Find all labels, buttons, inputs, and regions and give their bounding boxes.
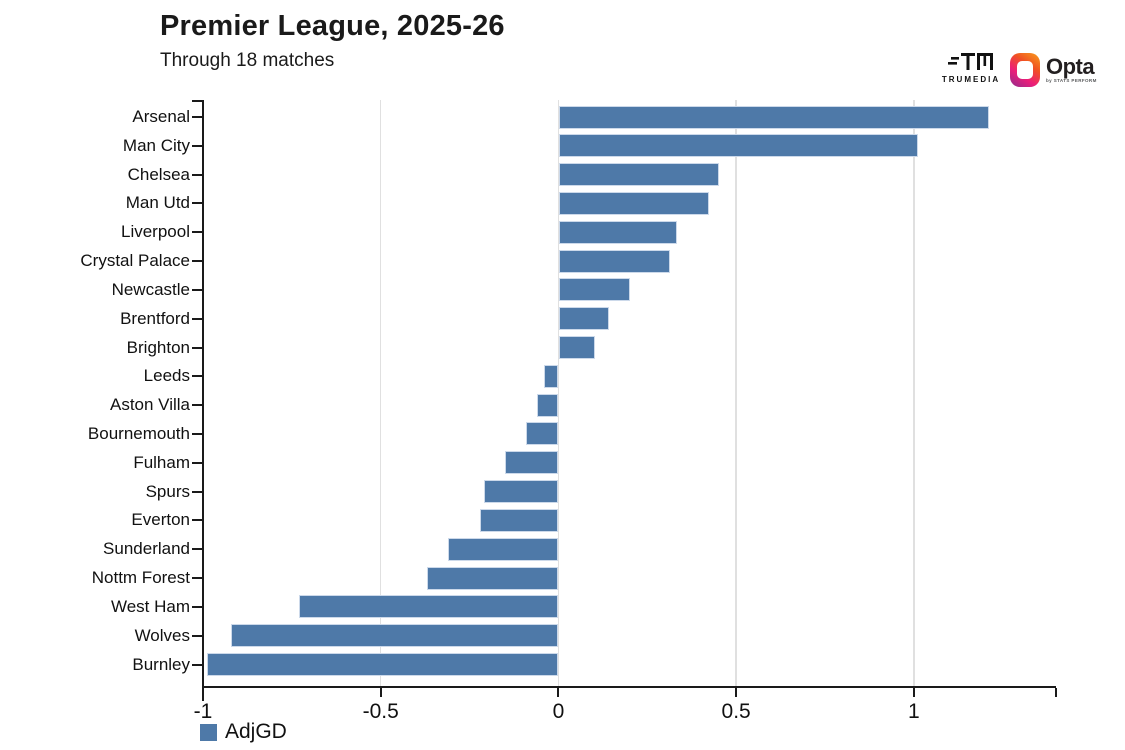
opta-o-icon bbox=[1010, 53, 1040, 87]
bar-man-city[interactable] bbox=[559, 134, 919, 158]
opta-logo: Opta by STATS PERFORM bbox=[1010, 53, 1097, 87]
legend-swatch bbox=[200, 723, 217, 741]
x-axis-tick-label: -1 bbox=[193, 700, 213, 723]
bar-arsenal[interactable] bbox=[559, 105, 990, 129]
bar-aston-villa[interactable] bbox=[537, 393, 559, 417]
y-axis-tick bbox=[192, 461, 203, 464]
y-axis-tick bbox=[192, 202, 203, 205]
bar-brighton[interactable] bbox=[559, 336, 595, 360]
chart-subtitle: Through 18 matches bbox=[160, 50, 335, 71]
bar-sunderland[interactable] bbox=[448, 537, 559, 561]
x-axis-line bbox=[203, 686, 1056, 688]
x-axis-tick bbox=[379, 688, 382, 697]
gridline bbox=[735, 100, 737, 686]
bar-liverpool[interactable] bbox=[559, 220, 677, 244]
chart-title: Premier League, 2025-26 bbox=[160, 10, 505, 42]
bar-bournemouth[interactable] bbox=[526, 422, 559, 446]
team-label: Chelsea bbox=[127, 164, 190, 184]
x-axis-tick bbox=[202, 688, 204, 697]
team-label: Everton bbox=[131, 510, 190, 530]
opta-sublabel: by STATS PERFORM bbox=[1046, 78, 1097, 84]
team-label: Sunderland bbox=[103, 539, 190, 559]
x-axis-tick bbox=[912, 688, 915, 697]
y-axis-tick bbox=[192, 548, 203, 551]
bar-brentford[interactable] bbox=[559, 307, 610, 331]
bar-man-utd[interactable] bbox=[559, 191, 709, 215]
y-axis-tick bbox=[192, 260, 203, 263]
team-label: Leeds bbox=[143, 366, 190, 386]
team-label: Arsenal bbox=[132, 107, 190, 126]
team-label: Crystal Palace bbox=[80, 251, 190, 271]
gridline bbox=[379, 100, 382, 686]
team-label: Burnley bbox=[132, 654, 190, 674]
gridline bbox=[913, 100, 915, 686]
x-axis-tick bbox=[1055, 688, 1057, 697]
y-axis-tick bbox=[192, 346, 203, 349]
y-axis-tick bbox=[192, 173, 203, 176]
team-label: Bournemouth bbox=[87, 423, 190, 443]
team-label: Spurs bbox=[145, 481, 190, 501]
y-axis-tick bbox=[192, 144, 203, 147]
team-label: Man City bbox=[122, 135, 190, 155]
trumedia-logo: TRUMEDIA bbox=[938, 53, 1004, 84]
x-axis-tick-label: 0.5 bbox=[721, 700, 751, 723]
opta-name: Opta bbox=[1046, 54, 1095, 80]
y-axis-tick bbox=[192, 519, 203, 522]
team-label: West Ham bbox=[110, 596, 190, 616]
y-axis-tick bbox=[192, 116, 203, 118]
bar-everton[interactable] bbox=[480, 508, 559, 532]
team-label: Man Utd bbox=[125, 193, 190, 213]
x-axis-tick-label: -0.5 bbox=[362, 700, 399, 723]
y-axis-tick bbox=[192, 634, 203, 637]
plot-area: -1 -0.5 0 0.5 1 Arsenal Man City Chelsea Man Utd… bbox=[80, 100, 1057, 723]
bar-newcastle[interactable] bbox=[559, 278, 631, 302]
y-axis-tick bbox=[192, 375, 203, 378]
y-axis-tick bbox=[192, 663, 203, 666]
bar-spurs[interactable] bbox=[483, 480, 559, 504]
team-label: Brighton bbox=[126, 337, 190, 357]
x-axis-tick bbox=[735, 688, 738, 697]
y-axis-tick bbox=[192, 231, 203, 234]
team-label: Aston Villa bbox=[109, 395, 190, 415]
y-axis-tick bbox=[192, 404, 203, 407]
bar-burnley[interactable] bbox=[206, 653, 559, 676]
y-axis-tick bbox=[192, 577, 203, 580]
bar-nottm-forest[interactable] bbox=[426, 566, 559, 590]
team-label: Nottm Forest bbox=[91, 568, 190, 588]
bar-fulham[interactable] bbox=[505, 451, 559, 475]
team-label: Liverpool bbox=[121, 222, 190, 242]
bar-chelsea[interactable] bbox=[559, 163, 720, 187]
team-label: Newcastle bbox=[111, 279, 190, 299]
gridline bbox=[557, 100, 560, 686]
y-axis-tick bbox=[192, 432, 203, 435]
x-axis-tick bbox=[557, 688, 560, 697]
y-axis-tick bbox=[192, 490, 203, 493]
y-axis-tick bbox=[192, 317, 203, 320]
bar-wolves[interactable] bbox=[231, 624, 559, 648]
trumedia-label: TRUMEDIA bbox=[941, 75, 1001, 84]
team-label: Brentford bbox=[120, 308, 190, 328]
y-axis-line bbox=[202, 100, 204, 701]
y-axis-top-cap bbox=[192, 100, 203, 102]
legend[interactable]: AdjGD bbox=[200, 720, 287, 744]
x-axis-tick-label: 0 bbox=[552, 700, 565, 723]
bar-crystal-palace[interactable] bbox=[559, 249, 670, 273]
y-axis-tick bbox=[192, 288, 203, 291]
bar-leeds[interactable] bbox=[544, 364, 559, 388]
team-label: Wolves bbox=[134, 625, 190, 645]
x-axis-tick-label: 1 bbox=[907, 700, 920, 723]
bar-west-ham[interactable] bbox=[298, 595, 559, 619]
y-axis-tick bbox=[192, 605, 203, 608]
trumedia-icon bbox=[948, 53, 993, 70]
team-label: Fulham bbox=[133, 452, 190, 472]
legend-label: AdjGD bbox=[225, 720, 287, 743]
